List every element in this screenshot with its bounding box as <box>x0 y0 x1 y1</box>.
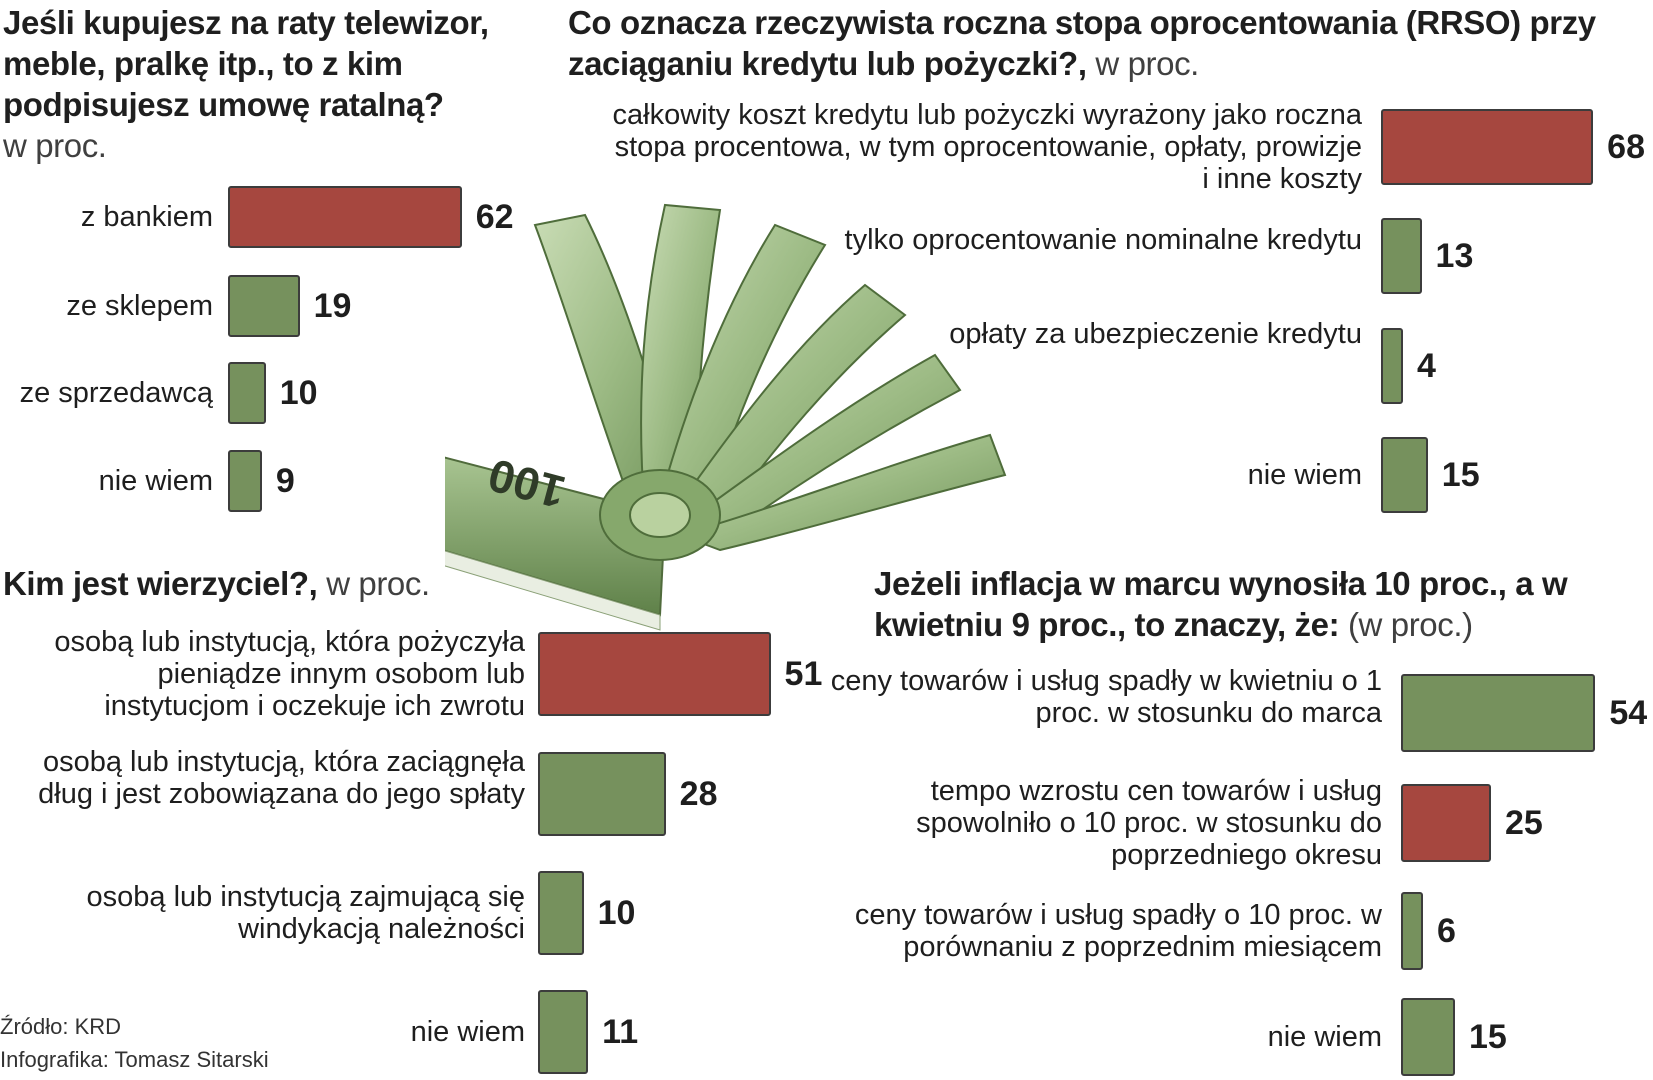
category-label-raty-3: nie wiem <box>98 465 213 497</box>
bar-inflacja-1 <box>1401 784 1491 862</box>
category-label-rrso-3: nie wiem <box>1247 459 1362 491</box>
chart-title-rrso: Co oznacza rzeczywista roczna stopa opro… <box>568 4 1596 82</box>
category-label-wierzyciel-2: osobą lub instytucją zajmującą się windy… <box>86 881 525 945</box>
value-label-rrso-1: 13 <box>1435 237 1474 275</box>
bar-raty-1 <box>228 275 300 337</box>
bar-rrso-0 <box>1381 109 1594 185</box>
chart-title-inflacja: Jeżeli inflacja w marcu wynosiła 10 proc… <box>874 565 1568 643</box>
bar-rrso-1 <box>1381 218 1422 294</box>
bar-wierzyciel-1 <box>538 752 666 836</box>
chart-title-raty: Jeśli kupujesz na raty telewizor, meble,… <box>3 4 489 164</box>
bar-wierzyciel-0 <box>538 632 771 716</box>
value-label-rrso-0: 68 <box>1607 128 1645 166</box>
source-note: Źródło: KRD <box>0 1014 122 1039</box>
value-label-inflacja-0: 54 <box>1609 694 1648 732</box>
category-label-raty-0: z bankiem <box>80 201 213 233</box>
bar-rrso-2 <box>1381 328 1403 404</box>
category-label-inflacja-0: ceny towarów i usług spadły w kwietniu o… <box>830 665 1382 729</box>
bar-wierzyciel-3 <box>538 990 589 1074</box>
money-banknote-fan-icon: 100 <box>445 203 1007 631</box>
value-label-inflacja-2: 6 <box>1437 912 1456 950</box>
value-label-wierzyciel-2: 10 <box>597 894 636 932</box>
category-label-rrso-1: tylko oprocentowanie nominalne kredytu <box>844 224 1362 256</box>
bar-raty-3 <box>228 450 262 512</box>
value-label-rrso-2: 4 <box>1417 347 1436 385</box>
bar-inflacja-2 <box>1401 892 1423 970</box>
bar-raty-0 <box>228 186 462 248</box>
chart-title-wierzyciel: Kim jest wierzyciel?, w proc. <box>3 565 430 602</box>
category-label-inflacja-3: nie wiem <box>1267 1021 1382 1053</box>
category-label-rrso-0: całkowity koszt kredytu lub pożyczki wyr… <box>612 99 1362 195</box>
category-label-raty-2: ze sprzedawcą <box>19 377 213 409</box>
category-label-rrso-2: opłaty za ubezpieczenie kredytu <box>949 318 1362 350</box>
category-label-wierzyciel-0: osobą lub instytucją, która pożyczyła pi… <box>54 626 525 722</box>
category-label-inflacja-1: tempo wzrostu cen towarów i usług spowol… <box>916 775 1382 871</box>
value-label-raty-0: 62 <box>475 198 514 236</box>
category-label-wierzyciel-3: nie wiem <box>410 1016 525 1048</box>
value-label-rrso-3: 15 <box>1441 456 1480 494</box>
value-label-raty-2: 10 <box>279 374 318 412</box>
bar-rrso-3 <box>1381 437 1428 513</box>
category-label-raty-1: ze sklepem <box>66 290 213 322</box>
value-label-inflacja-1: 25 <box>1505 804 1543 842</box>
bar-inflacja-0 <box>1401 674 1596 752</box>
category-label-wierzyciel-1: osobą lub instytucją, która zaciągnęła d… <box>38 746 525 810</box>
value-label-inflacja-3: 15 <box>1469 1018 1507 1056</box>
bar-raty-2 <box>228 362 266 424</box>
value-label-wierzyciel-0: 51 <box>784 655 823 693</box>
bar-wierzyciel-2 <box>538 871 584 955</box>
value-label-raty-3: 9 <box>275 462 295 500</box>
value-label-wierzyciel-1: 28 <box>679 775 718 813</box>
bar-inflacja-3 <box>1401 998 1455 1076</box>
category-label-inflacja-2: ceny towarów i usług spadły o 10 proc. w… <box>854 899 1382 963</box>
value-label-wierzyciel-3: 11 <box>602 1013 639 1051</box>
credit-note: Infografika: Tomasz Sitarski <box>0 1047 269 1072</box>
value-label-raty-1: 19 <box>313 287 352 325</box>
